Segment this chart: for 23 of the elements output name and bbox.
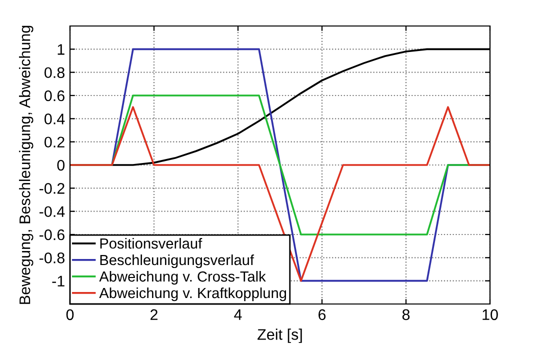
x-tick-label: 8 bbox=[402, 309, 410, 320]
y-tick-label: -0.2 bbox=[39, 183, 64, 194]
x-tick-label: 0 bbox=[66, 309, 74, 320]
x-axis-title: Zeit [s] bbox=[258, 328, 302, 343]
legend-label: Abweichung v. Cross-Talk bbox=[99, 270, 266, 285]
legend-label: Beschleunigungsverlauf bbox=[100, 254, 254, 268]
y-tick-label: 0 bbox=[57, 160, 65, 171]
y-tick-label: -0.4 bbox=[39, 206, 65, 218]
y-tick-label: -1 bbox=[52, 276, 64, 286]
x-tick-label: 10 bbox=[482, 309, 498, 320]
y-tick-label: 0.6 bbox=[44, 90, 64, 102]
y-tick-label: 0.4 bbox=[44, 114, 65, 124]
y-tick-label: 0.8 bbox=[44, 67, 64, 78]
legend-label: Abweichung v. Kraftkopplung bbox=[99, 287, 286, 302]
y-tick-label: -0.6 bbox=[39, 229, 64, 240]
legend-label: Positionsverlauf bbox=[100, 238, 202, 249]
y-tick-label: 0.2 bbox=[44, 136, 64, 148]
x-tick-label: 4 bbox=[234, 309, 242, 320]
y-tick-label: 1 bbox=[58, 44, 64, 55]
y-tick-label: -0.8 bbox=[39, 252, 64, 264]
x-tick-label: 2 bbox=[150, 309, 158, 320]
x-tick-label: 6 bbox=[318, 309, 326, 320]
y-axis-title: Bewegung, Beschleunigung, Abweichung bbox=[19, 26, 34, 304]
